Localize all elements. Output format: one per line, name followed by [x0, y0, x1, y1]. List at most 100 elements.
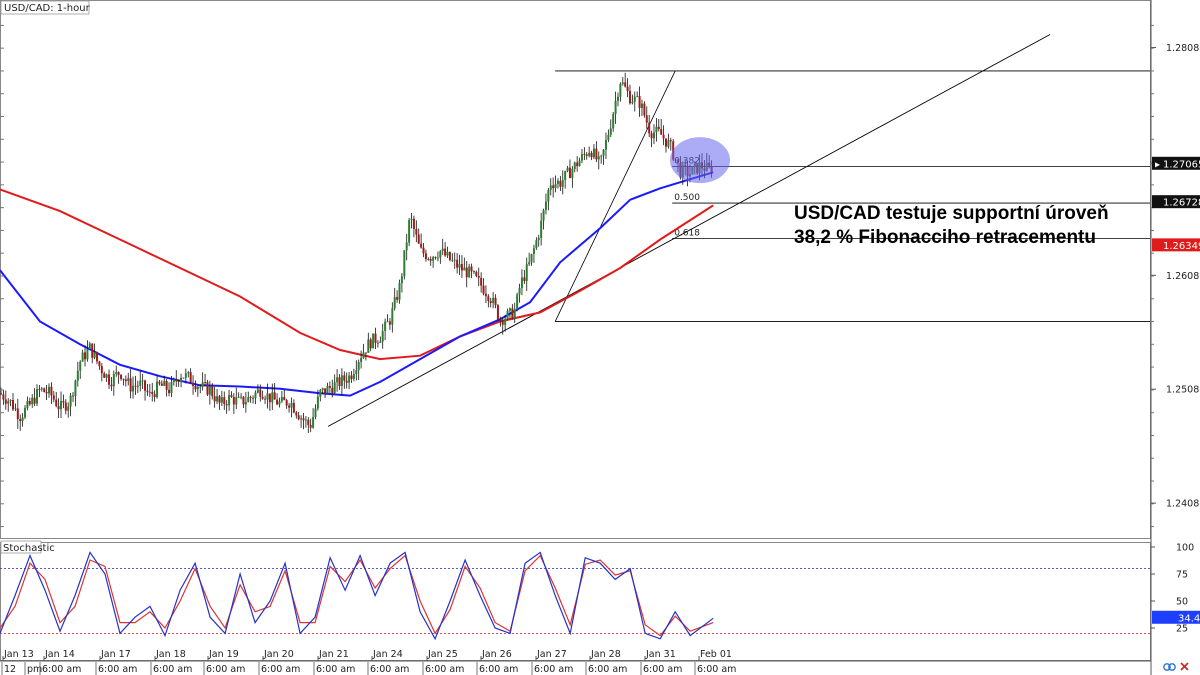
candle-body [333, 382, 336, 393]
candle-body [139, 380, 142, 386]
candle-body [537, 237, 540, 241]
time-sublabel: 6:00 am [42, 664, 81, 675]
price-badge [1152, 238, 1200, 252]
candle-body [184, 373, 187, 378]
candle-body [326, 386, 329, 394]
candle-body [465, 267, 468, 278]
candle-body [391, 308, 394, 325]
candle-body [633, 96, 636, 102]
candle-body [266, 393, 269, 400]
time-sublabel: 6:00 am [588, 664, 627, 675]
candle-body [242, 396, 245, 405]
chart-sync-icon[interactable] [1163, 663, 1176, 671]
candle-body [2, 394, 5, 400]
time-tick-label: Jan 28 [590, 649, 621, 660]
candle-body [424, 253, 427, 260]
candle-body [199, 386, 202, 388]
candle-body [100, 366, 103, 374]
candle-body [420, 243, 423, 248]
candle-body [417, 234, 420, 244]
time-sublabel: 6:00 am [534, 664, 573, 675]
candle-body [602, 149, 605, 156]
candle-body [386, 321, 389, 323]
time-sublabel: 6:00 am [206, 664, 245, 675]
candle-body [448, 252, 451, 261]
ascending-trendline [327, 34, 1051, 427]
candle-body [98, 361, 101, 367]
candle-body [571, 169, 574, 179]
price-badge [1152, 195, 1200, 209]
candle-body [213, 396, 216, 402]
sma-slow-line [0, 188, 714, 361]
candle-body [14, 408, 17, 410]
candle-body [588, 152, 591, 156]
candle-body [367, 339, 370, 353]
candle-body [271, 392, 274, 403]
time-sublabel: 6:00 am [316, 664, 355, 675]
candle-body [21, 417, 24, 422]
candle-body [292, 402, 295, 413]
candle-body [451, 259, 454, 261]
price-tick-label: 1.26086 [1166, 271, 1200, 282]
candle-body [112, 374, 115, 387]
candle-body [26, 401, 29, 409]
candle-body [660, 129, 663, 135]
close-chart-icon[interactable] [1180, 662, 1189, 671]
candle-body [379, 341, 382, 343]
candle-body [482, 285, 485, 294]
candle-body [331, 387, 334, 393]
candle-body [151, 391, 154, 395]
candle-body [76, 370, 79, 381]
candle-body [362, 352, 365, 358]
candle-body [489, 301, 492, 304]
candle-body [211, 386, 214, 397]
candle-body [206, 382, 209, 395]
candle-body [348, 375, 351, 383]
candle-body [516, 294, 519, 310]
candle-body [160, 383, 163, 386]
fib-level-label: 0.500 [674, 193, 700, 203]
candle-body [62, 401, 65, 403]
time-sublabel: 6:00 am [425, 664, 464, 675]
candle-body [388, 321, 391, 325]
price-badge [1152, 156, 1200, 170]
candle-body [280, 397, 283, 402]
candle-body [422, 247, 425, 254]
price-badge-label: 1.26349 [1163, 241, 1200, 252]
price-badge-label: 1.26728 [1163, 198, 1200, 209]
candle-body [0, 393, 3, 395]
candle-body [600, 155, 603, 157]
candle-body [204, 382, 207, 383]
candle-body [616, 96, 619, 101]
candle-body [182, 377, 185, 379]
candle-body [208, 386, 211, 395]
candle-body [120, 374, 123, 379]
candle-body [614, 100, 617, 115]
candle-body [220, 397, 223, 403]
candle-body [261, 396, 264, 399]
candle-body [518, 287, 521, 295]
candle-body [172, 379, 175, 383]
time-tick-label: Jan 27 [536, 649, 567, 660]
price-tick-label: 1.28086 [1166, 43, 1200, 54]
candle-body [472, 271, 475, 273]
candle-body [432, 257, 435, 261]
time-tick-label: Jan 19 [208, 649, 239, 660]
candle-body [595, 148, 598, 160]
candle-body [484, 293, 487, 297]
candle-body [187, 372, 190, 374]
candle-body [506, 310, 509, 319]
candle-body [129, 378, 132, 392]
candle-body [264, 398, 267, 400]
candle-body [604, 139, 607, 150]
indicator-title-box [0, 540, 42, 554]
candle-body [535, 240, 538, 249]
candle-body [480, 277, 483, 286]
candle-body [148, 391, 151, 393]
candle-body [295, 412, 298, 416]
candle-body [136, 385, 139, 387]
candle-body [350, 375, 353, 379]
candle-body [360, 357, 363, 363]
candle-body [597, 156, 600, 160]
